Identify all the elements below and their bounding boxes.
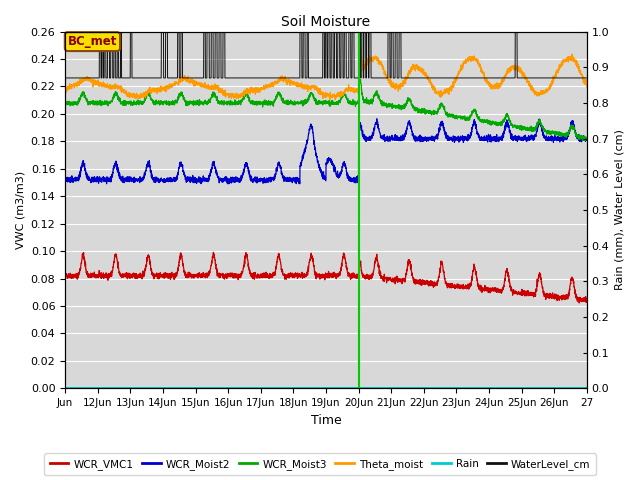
- WCR_VMC1: [209, 250, 217, 255]
- WCR_Moist2: [393, 135, 401, 141]
- WaterLevel_cm: [504, 75, 511, 81]
- Theta_moist: [577, 71, 585, 77]
- Theta_moist: [61, 89, 69, 95]
- Rain: [438, 385, 446, 391]
- WCR_Moist3: [579, 138, 586, 144]
- Rain: [577, 385, 585, 391]
- Rain: [583, 385, 591, 391]
- X-axis label: Time: Time: [310, 414, 341, 427]
- WCR_Moist3: [439, 102, 447, 108]
- WaterLevel_cm: [61, 75, 69, 81]
- Theta_moist: [168, 84, 176, 90]
- WCR_Moist3: [577, 134, 585, 140]
- WCR_Moist2: [439, 120, 447, 126]
- WaterLevel_cm: [168, 75, 176, 81]
- Rain: [61, 385, 69, 391]
- WCR_VMC1: [393, 276, 401, 282]
- Theta_moist: [332, 97, 339, 103]
- Line: WaterLevel_cm: WaterLevel_cm: [65, 32, 587, 78]
- WCR_Moist3: [61, 100, 69, 106]
- WCR_VMC1: [577, 299, 585, 304]
- WaterLevel_cm: [577, 75, 585, 81]
- WCR_Moist2: [577, 133, 585, 139]
- Text: BC_met: BC_met: [68, 35, 117, 48]
- Rain: [393, 385, 401, 391]
- WCR_Moist2: [224, 181, 232, 187]
- WCR_Moist3: [393, 103, 401, 108]
- Line: WCR_Moist3: WCR_Moist3: [65, 80, 587, 141]
- Theta_moist: [472, 56, 480, 61]
- WCR_Moist2: [583, 138, 591, 144]
- WCR_VMC1: [583, 296, 591, 302]
- WCR_VMC1: [168, 273, 176, 278]
- WCR_Moist2: [472, 124, 480, 130]
- Theta_moist: [439, 89, 447, 95]
- Theta_moist: [583, 79, 591, 85]
- WCR_Moist3: [356, 77, 364, 83]
- WaterLevel_cm: [439, 75, 447, 81]
- WaterLevel_cm: [472, 75, 480, 81]
- Rain: [503, 385, 511, 391]
- WaterLevel_cm: [393, 29, 401, 35]
- WCR_VMC1: [439, 263, 447, 269]
- WCR_VMC1: [575, 300, 583, 306]
- WCR_Moist3: [168, 102, 176, 108]
- WaterLevel_cm: [583, 75, 591, 81]
- Line: WCR_Moist2: WCR_Moist2: [65, 119, 587, 184]
- WCR_Moist3: [472, 108, 480, 114]
- WCR_VMC1: [472, 272, 480, 277]
- Theta_moist: [356, 42, 364, 48]
- WCR_Moist2: [61, 177, 69, 182]
- Theta_moist: [504, 71, 511, 76]
- WCR_VMC1: [504, 266, 511, 272]
- Title: Soil Moisture: Soil Moisture: [282, 15, 371, 29]
- Y-axis label: VWC (m3/m3): VWC (m3/m3): [15, 171, 25, 249]
- Theta_moist: [393, 83, 401, 89]
- Line: WCR_VMC1: WCR_VMC1: [65, 252, 587, 303]
- WaterLevel_cm: [95, 29, 103, 35]
- WCR_Moist2: [168, 177, 176, 183]
- WCR_Moist2: [373, 116, 381, 121]
- Line: Theta_moist: Theta_moist: [65, 45, 587, 100]
- WCR_Moist3: [583, 136, 591, 142]
- Rain: [168, 385, 176, 391]
- WCR_Moist2: [504, 118, 511, 124]
- WCR_VMC1: [61, 272, 69, 278]
- Legend: WCR_VMC1, WCR_Moist2, WCR_Moist3, Theta_moist, Rain, WaterLevel_cm: WCR_VMC1, WCR_Moist2, WCR_Moist3, Theta_…: [44, 454, 596, 475]
- WCR_Moist3: [504, 112, 511, 118]
- Rain: [472, 385, 479, 391]
- Y-axis label: Rain (mm), Water Level (cm): Rain (mm), Water Level (cm): [615, 130, 625, 290]
